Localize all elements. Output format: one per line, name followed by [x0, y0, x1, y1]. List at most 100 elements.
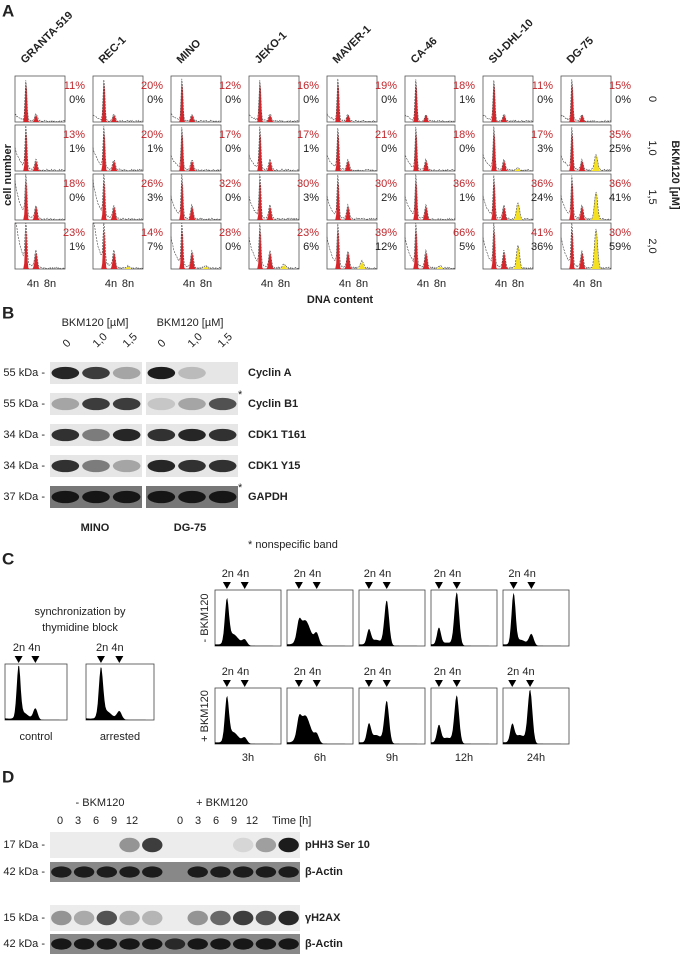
band	[208, 428, 237, 442]
percent-sub-g1: 36%	[531, 178, 553, 190]
band	[232, 910, 254, 926]
marker-label: 55 kDa -	[3, 367, 45, 379]
band	[51, 459, 80, 473]
histogram-area	[287, 617, 353, 646]
treatment-label: BKM120 [µM]	[62, 317, 129, 329]
cell-line-label: MINO	[175, 37, 204, 66]
percent-polyploid: 6%	[303, 241, 319, 253]
percent-sub-g1: 12%	[219, 80, 241, 92]
cell-line-label: GRANTA-519	[19, 9, 76, 66]
peak-labels: 2n 4n	[222, 666, 250, 678]
g1-g2-peak	[93, 179, 143, 220]
band	[82, 428, 110, 442]
histogram-area	[431, 592, 497, 646]
band	[142, 910, 163, 926]
band	[278, 866, 299, 878]
blot-strip	[146, 393, 238, 415]
dose-label: 1,5	[121, 331, 140, 350]
band	[255, 837, 277, 853]
band	[147, 459, 176, 473]
ploidy-label: 4n	[573, 278, 585, 290]
histogram-line	[15, 222, 66, 270]
histogram-line	[170, 174, 222, 221]
g1-g2-peak	[327, 81, 377, 122]
g1-g2-peak	[405, 228, 455, 269]
band	[112, 490, 141, 504]
row-label: - BKM120	[199, 594, 211, 643]
peak-labels: 2n 4n	[222, 568, 250, 580]
histogram-frame	[14, 75, 66, 123]
histogram-frame	[326, 222, 378, 270]
time-label: 9h	[386, 752, 398, 764]
g1-g2-peak	[483, 179, 533, 220]
ploidy-label: 4n	[495, 278, 507, 290]
percent-sub-g1: 17%	[531, 129, 553, 141]
band	[278, 837, 299, 853]
cell-line-label: DG-75	[565, 35, 596, 66]
percent-sub-g1: 30%	[375, 178, 397, 190]
panel-label: B	[2, 303, 14, 322]
percent-sub-g1: 36%	[609, 178, 631, 190]
g1-g2-peak	[483, 228, 533, 269]
band	[73, 938, 95, 950]
polyploid-peak	[93, 266, 143, 269]
histogram-line	[404, 126, 456, 172]
histogram-line	[92, 173, 144, 221]
histogram-frame	[170, 222, 222, 270]
peak-arrow	[452, 680, 461, 687]
peak-labels: 2n 4n	[96, 642, 124, 654]
ploidy-label: 4n	[261, 278, 273, 290]
histogram-frame	[482, 173, 534, 221]
band	[82, 490, 110, 504]
g1-g2-peak	[171, 228, 221, 269]
band	[51, 938, 72, 950]
histogram-frame	[14, 173, 66, 221]
ploidy-label: 8n	[356, 278, 368, 290]
time-label: 9	[231, 815, 237, 827]
percent-sub-g1: 23%	[297, 227, 319, 239]
panel-label: A	[2, 1, 14, 20]
histogram-area	[503, 592, 569, 646]
peak-arrow	[526, 680, 535, 687]
histogram-area	[359, 700, 425, 744]
marker-label: 42 kDa -	[3, 938, 45, 950]
g1-g2-peak	[561, 179, 611, 220]
percent-sub-g1: 18%	[453, 80, 475, 92]
percent-sub-g1: 35%	[609, 129, 631, 141]
histogram-line	[482, 80, 533, 123]
histogram-line	[248, 126, 299, 172]
percent-sub-g1: 19%	[375, 80, 397, 92]
g1-g2-peak	[93, 130, 143, 171]
band	[208, 490, 237, 504]
band	[51, 910, 72, 926]
peak-arrow	[115, 656, 124, 663]
percent-sub-g1: 30%	[297, 178, 319, 190]
band	[51, 428, 80, 442]
peak-labels: 2n 4n	[364, 666, 392, 678]
histogram-frame	[326, 75, 378, 123]
histogram-area	[431, 695, 497, 744]
ploidy-label: 8n	[122, 278, 134, 290]
histogram-line	[560, 79, 612, 123]
band	[232, 837, 254, 853]
percent-sub-g1: 17%	[297, 129, 319, 141]
histogram-frame	[560, 222, 612, 270]
asterisk: *	[238, 389, 243, 401]
histogram-area	[215, 597, 281, 646]
percent-polyploid: 25%	[609, 143, 631, 155]
band	[147, 397, 176, 411]
peak-arrow	[294, 680, 303, 687]
percent-polyploid: 3%	[303, 192, 319, 204]
histogram-line	[560, 175, 612, 221]
percent-sub-g1: 41%	[531, 227, 553, 239]
percent-polyploid: 0%	[303, 94, 319, 106]
dose-label: 1,0	[186, 331, 205, 350]
histogram-frame	[248, 75, 300, 123]
percent-polyploid: 0%	[459, 143, 475, 155]
percent-polyploid: 0%	[225, 143, 241, 155]
histogram-line	[326, 223, 378, 270]
histogram-line	[248, 223, 300, 270]
percent-sub-g1: 17%	[219, 129, 241, 141]
protein-label: Cyclin A	[248, 367, 292, 379]
